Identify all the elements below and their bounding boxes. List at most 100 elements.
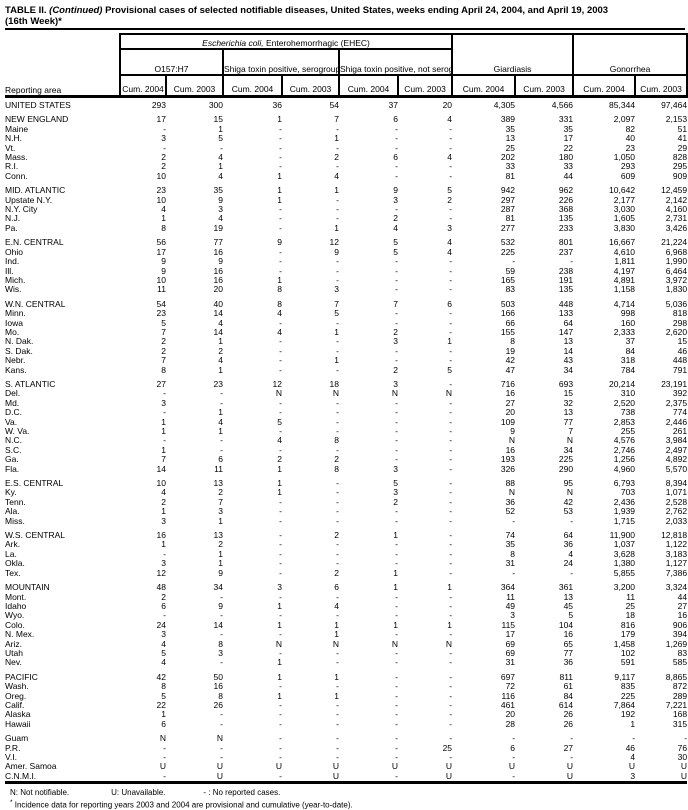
cell: - <box>395 445 398 455</box>
cell: 1 <box>218 559 223 569</box>
cell: N <box>391 639 398 649</box>
cell: 109 <box>500 417 516 427</box>
cell: 290 <box>558 464 574 474</box>
cell: - <box>279 540 282 550</box>
cell: 14 <box>213 327 223 337</box>
table-row: PACIFIC 42 50 1 1 - - 697 811 9,117 8,865 <box>5 673 687 682</box>
cell: 1,050 <box>613 153 636 163</box>
cell: - <box>395 275 398 285</box>
cell: 4 <box>218 153 223 163</box>
cell: 16 <box>213 247 223 257</box>
cell: - <box>336 611 339 621</box>
cell: 6,968 <box>665 247 688 257</box>
table-row: Ark. 1 2 - - - - 35 36 1,037 1,122 <box>5 540 687 549</box>
cell: 12 <box>156 568 166 578</box>
cell: 33 <box>505 162 516 172</box>
cell: 8 <box>277 285 282 295</box>
cell: - <box>220 719 223 729</box>
cell: 293 <box>620 162 636 172</box>
cell: 30 <box>677 753 688 762</box>
cell: - <box>220 436 223 446</box>
cell: - <box>163 124 166 134</box>
row-label: S.C. <box>5 445 22 455</box>
table-row: NEW ENGLAND 17 15 1 7 6 4 389 331 2,097 2,153 <box>5 115 687 124</box>
table-row: R.I. 2 1 - - - - 33 33 293 295 <box>5 162 687 171</box>
row-label: Tenn. <box>5 497 26 507</box>
cell: - <box>220 143 223 153</box>
cell: - <box>336 445 339 455</box>
cell: - <box>163 143 166 153</box>
cell: 1 <box>218 365 223 375</box>
table-row: Va. 1 4 5 - - - 109 77 2,853 2,446 <box>5 418 687 427</box>
table-row: Wis. 11 20 8 3- -83 135 1,158 1,830 <box>5 285 687 294</box>
row-label: Ark. <box>5 540 21 550</box>
cell: 835 <box>620 682 636 692</box>
cell: - <box>632 734 636 744</box>
cell: 46 <box>625 743 636 753</box>
cell: 2,762 <box>665 507 688 517</box>
cell: 298 <box>672 318 688 328</box>
cell: 2 <box>161 162 166 172</box>
cell: 26 <box>213 700 223 710</box>
cell: 9 <box>334 247 339 257</box>
cell: 3 <box>630 771 636 781</box>
cell: 179 <box>620 630 636 640</box>
cell: 738 <box>620 408 636 418</box>
cell: 26 <box>563 719 574 729</box>
cell: 27 <box>156 379 166 389</box>
row-label: Hawaii <box>5 719 31 729</box>
cell: - <box>279 710 282 720</box>
cell: 326 <box>500 464 516 474</box>
table-row: Idaho 6 9 1 4 - - 49 45 25 27 <box>5 602 687 611</box>
cell: 2,620 <box>665 327 688 337</box>
cell: - <box>336 408 339 418</box>
cell: - <box>449 346 453 356</box>
cell: 5 <box>277 417 282 427</box>
cell: 6 <box>161 719 166 729</box>
row-label: Guam <box>5 734 29 744</box>
cell: 52 <box>505 507 516 517</box>
cell: 4 <box>334 601 339 611</box>
cell: 202 <box>500 153 516 163</box>
cell: 40 <box>213 299 223 309</box>
cell: 906 <box>672 620 688 630</box>
footnote-not-notifiable: N: Not notifiable. <box>10 788 70 798</box>
cell: 2,497 <box>665 445 688 455</box>
cell: 4,714 <box>613 299 636 309</box>
cell: N <box>159 734 166 744</box>
cell: 3,972 <box>665 275 688 285</box>
row-label: N. Dak. <box>5 337 34 347</box>
cell: 5 <box>161 648 166 658</box>
cell: 12,459 <box>661 186 688 196</box>
cell: 36 <box>563 658 574 668</box>
cell: - <box>395 507 398 517</box>
cell: 361 <box>558 583 574 593</box>
cell: 5 <box>334 309 339 319</box>
table-row: Del. - - N N N N 16 15 310 392 <box>5 389 687 398</box>
cell: 25 <box>625 601 636 611</box>
cell: - <box>279 531 282 541</box>
table-row: La. - 1 - - - - 8 4 3,628 3,183 <box>5 550 687 559</box>
cell: 27 <box>563 743 574 753</box>
cell: U <box>159 762 166 772</box>
cell: 2,333 <box>613 327 636 337</box>
row-label: Minn. <box>5 309 26 319</box>
cell: 2,142 <box>665 195 688 205</box>
table-row: Utah 5 3 - - - - 69 77 102 83 <box>5 649 687 658</box>
cell: 74 <box>505 531 516 541</box>
cell: - <box>512 771 516 781</box>
cell: - <box>279 356 282 366</box>
cell: 2,746 <box>613 445 636 455</box>
cell: - <box>279 257 282 267</box>
cell: 8 <box>161 223 166 233</box>
cell: 4 <box>218 318 223 328</box>
cell: 2 <box>393 497 398 507</box>
cell: - <box>395 436 398 446</box>
table-title-prefix: TABLE II. <box>5 5 50 16</box>
cell: 16 <box>213 275 223 285</box>
cell: 2 <box>334 153 339 163</box>
cell: 1,269 <box>665 639 688 649</box>
cell: 1 <box>447 337 453 347</box>
cell: 697 <box>500 672 516 682</box>
cell: 3 <box>447 223 453 233</box>
